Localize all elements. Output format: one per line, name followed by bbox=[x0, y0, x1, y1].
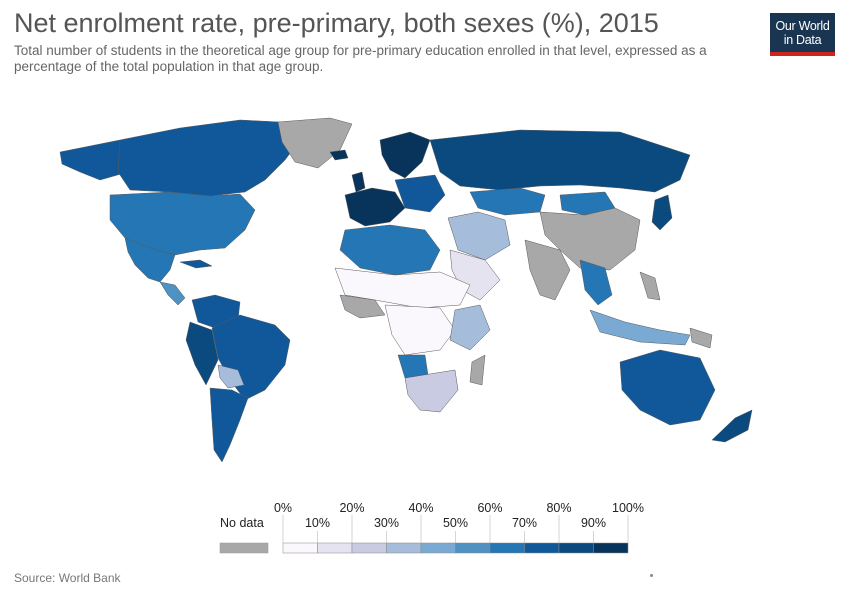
country-brazil[interactable] bbox=[211, 314, 291, 401]
legend-lower-tick-label: 70% bbox=[512, 516, 537, 530]
country-indonesia[interactable] bbox=[589, 309, 691, 346]
country-cuba[interactable] bbox=[179, 259, 213, 269]
country-west-africa[interactable] bbox=[339, 294, 386, 319]
country-angola[interactable] bbox=[397, 354, 429, 379]
legend-bin bbox=[317, 542, 353, 554]
country-india[interactable] bbox=[524, 239, 571, 301]
country-iceland[interactable] bbox=[329, 149, 349, 161]
country-southern-africa[interactable] bbox=[404, 369, 459, 413]
legend-bin bbox=[524, 542, 560, 554]
country-central-america[interactable] bbox=[159, 281, 186, 306]
chart-subtitle: Total number of students in the theoreti… bbox=[14, 43, 707, 74]
country-australia[interactable] bbox=[619, 349, 716, 426]
legend-upper-tick-label: 100% bbox=[612, 501, 644, 515]
chart-title: Net enrolment rate, pre-primary, both se… bbox=[14, 8, 659, 38]
legend-bin bbox=[282, 542, 318, 554]
legend-bin bbox=[489, 542, 525, 554]
legend-upper-tick-label: 40% bbox=[408, 501, 433, 515]
country-russia[interactable] bbox=[429, 129, 691, 193]
country-argentina-chile[interactable] bbox=[209, 387, 249, 463]
world-map bbox=[59, 117, 753, 463]
country-east-africa[interactable] bbox=[449, 304, 491, 351]
legend-bin bbox=[386, 542, 422, 554]
country-western-europe[interactable] bbox=[344, 187, 406, 227]
country-canada[interactable] bbox=[117, 119, 301, 197]
country-middle-east[interactable] bbox=[447, 211, 511, 261]
country-peru-ecuador[interactable] bbox=[185, 321, 219, 386]
country-uk[interactable] bbox=[351, 171, 366, 193]
legend-upper-tick-label: 20% bbox=[339, 501, 364, 515]
legend-upper-tick-label: 80% bbox=[546, 501, 571, 515]
legend-upper-ticks: 0% 20% 40% 60% 80% 100% bbox=[274, 501, 644, 543]
legend-upper-tick-label: 0% bbox=[274, 501, 292, 515]
map-legend: No data 0% 20% 40% 60% 80% 100% 10% 30% 50% 70% 9… bbox=[219, 501, 644, 554]
legend-bin bbox=[593, 542, 629, 554]
country-central-africa[interactable] bbox=[384, 304, 456, 356]
country-southeast-asia[interactable] bbox=[579, 259, 613, 306]
legend-bins bbox=[282, 542, 629, 554]
legend-bin bbox=[420, 542, 456, 554]
country-madagascar[interactable] bbox=[469, 354, 486, 386]
country-eastern-europe[interactable] bbox=[394, 174, 446, 213]
country-sahel[interactable] bbox=[334, 267, 471, 309]
legend-nodata-label: No data bbox=[220, 516, 264, 530]
country-bolivia[interactable] bbox=[217, 364, 245, 389]
country-china[interactable] bbox=[539, 207, 641, 271]
source-note: Source: World Bank bbox=[14, 571, 121, 585]
country-kazakhstan[interactable] bbox=[469, 187, 546, 216]
country-philippines[interactable] bbox=[639, 271, 661, 301]
footer-dot bbox=[650, 574, 653, 577]
country-scandinavia[interactable] bbox=[379, 131, 431, 179]
country-new-zealand[interactable] bbox=[711, 409, 753, 443]
legend-upper-tick-label: 60% bbox=[477, 501, 502, 515]
legend-lower-tick-label: 10% bbox=[305, 516, 330, 530]
owid-logo[interactable]: Our World in Data bbox=[770, 13, 835, 56]
legend-bin bbox=[558, 542, 594, 554]
country-png[interactable] bbox=[689, 327, 713, 349]
legend-bin bbox=[455, 542, 491, 554]
legend-lower-tick-label: 50% bbox=[443, 516, 468, 530]
country-greenland[interactable] bbox=[277, 117, 353, 169]
logo-line-1: Our World bbox=[775, 19, 830, 33]
legend-lower-ticks: 10% 30% 50% 70% 90% bbox=[305, 516, 606, 543]
country-japan[interactable] bbox=[651, 194, 673, 231]
legend-lower-tick-label: 30% bbox=[374, 516, 399, 530]
country-north-africa[interactable] bbox=[339, 224, 441, 276]
legend-bin bbox=[351, 542, 387, 554]
legend-lower-tick-label: 90% bbox=[581, 516, 606, 530]
logo-line-2: in Data bbox=[783, 33, 822, 47]
legend-nodata-swatch bbox=[219, 542, 269, 554]
